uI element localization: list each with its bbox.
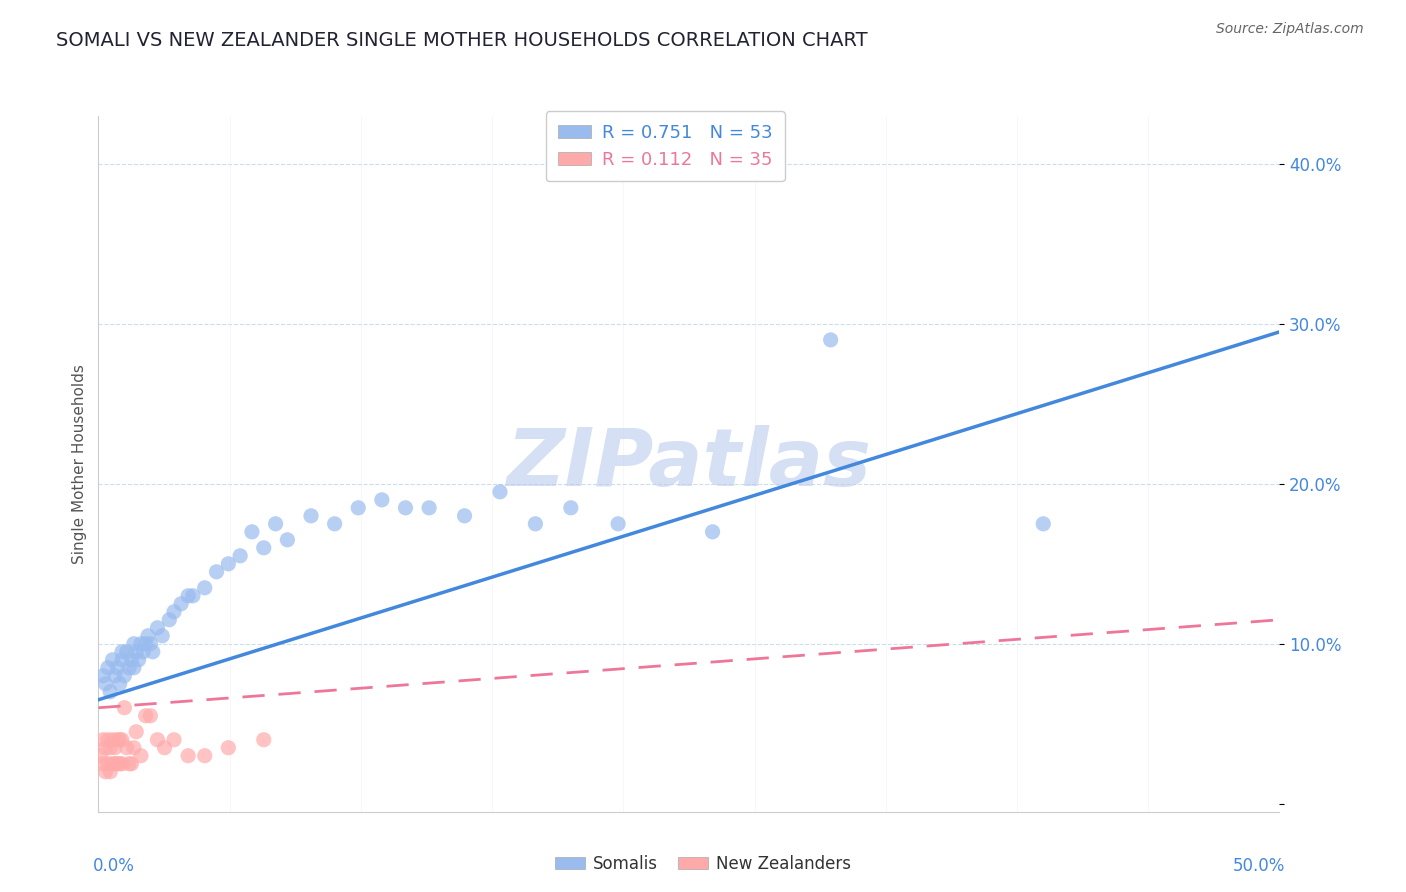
Point <box>94 677 117 691</box>
Point <box>104 756 127 771</box>
Point <box>139 637 162 651</box>
Point <box>132 645 155 659</box>
Point <box>607 516 630 531</box>
Point <box>97 732 120 747</box>
Point <box>157 613 180 627</box>
Point <box>105 756 128 771</box>
Point <box>347 500 370 515</box>
Point <box>418 500 440 515</box>
Point <box>142 645 165 659</box>
Point <box>153 740 176 755</box>
Point <box>129 748 152 763</box>
Point <box>205 565 228 579</box>
Point <box>118 661 141 675</box>
Point <box>111 732 134 747</box>
Point <box>111 653 134 667</box>
Point <box>146 732 169 747</box>
Point <box>489 484 512 499</box>
Point <box>299 508 322 523</box>
Text: 0.0%: 0.0% <box>93 857 135 875</box>
Point <box>217 740 239 755</box>
Text: SOMALI VS NEW ZEALANDER SINGLE MOTHER HOUSEHOLDS CORRELATION CHART: SOMALI VS NEW ZEALANDER SINGLE MOTHER HO… <box>56 31 868 50</box>
Point <box>105 732 128 747</box>
Point <box>122 740 145 755</box>
Point <box>122 637 145 651</box>
Point <box>264 516 287 531</box>
Point <box>121 653 143 667</box>
Point <box>276 533 298 547</box>
Point <box>115 645 138 659</box>
Point <box>97 756 120 771</box>
Point <box>150 629 173 643</box>
Point <box>163 605 186 619</box>
Point <box>91 669 114 683</box>
Point <box>394 500 416 515</box>
Point <box>146 621 169 635</box>
Point <box>90 748 112 763</box>
Point <box>453 508 475 523</box>
Point <box>129 637 152 651</box>
Point <box>135 708 157 723</box>
Point <box>111 756 134 771</box>
Point <box>112 669 135 683</box>
Point <box>104 740 127 755</box>
Point <box>139 708 162 723</box>
Point <box>253 541 276 555</box>
Point <box>121 756 143 771</box>
Point <box>177 589 200 603</box>
Point <box>108 732 131 747</box>
Point <box>91 756 114 771</box>
Y-axis label: Single Mother Households: Single Mother Households <box>72 364 87 564</box>
Point <box>194 748 217 763</box>
Legend: R = 0.751   N = 53, R = 0.112   N = 35: R = 0.751 N = 53, R = 0.112 N = 35 <box>546 112 785 181</box>
Point <box>135 637 157 651</box>
Point <box>115 740 138 755</box>
Point <box>217 557 239 571</box>
Text: ZIPatlas: ZIPatlas <box>506 425 872 503</box>
Point <box>170 597 193 611</box>
Point <box>524 516 547 531</box>
Point <box>101 732 124 747</box>
Point <box>112 700 135 714</box>
Point <box>181 589 204 603</box>
Point <box>97 661 120 675</box>
Point <box>98 685 121 699</box>
Point <box>98 764 121 779</box>
Point <box>240 524 263 539</box>
Point <box>94 764 117 779</box>
Point <box>108 756 131 771</box>
Text: 50.0%: 50.0% <box>1233 857 1285 875</box>
Point <box>820 333 842 347</box>
Point <box>108 677 131 691</box>
Point <box>702 524 724 539</box>
Point <box>101 653 124 667</box>
Text: Source: ZipAtlas.com: Source: ZipAtlas.com <box>1216 22 1364 37</box>
Point <box>91 732 114 747</box>
Point <box>560 500 582 515</box>
Point <box>118 756 141 771</box>
Point <box>105 661 128 675</box>
Point <box>125 724 148 739</box>
Point <box>111 645 134 659</box>
Point <box>128 653 150 667</box>
Point <box>371 492 394 507</box>
Point <box>194 581 217 595</box>
Point <box>98 740 121 755</box>
Point <box>125 645 148 659</box>
Point <box>163 732 186 747</box>
Point <box>136 629 159 643</box>
Point <box>323 516 346 531</box>
Point <box>177 748 200 763</box>
Legend: Somalis, New Zealanders: Somalis, New Zealanders <box>548 848 858 880</box>
Point <box>122 661 145 675</box>
Point <box>104 669 127 683</box>
Point <box>101 756 124 771</box>
Point <box>94 740 117 755</box>
Point <box>253 732 276 747</box>
Point <box>229 549 252 563</box>
Point <box>1032 516 1054 531</box>
